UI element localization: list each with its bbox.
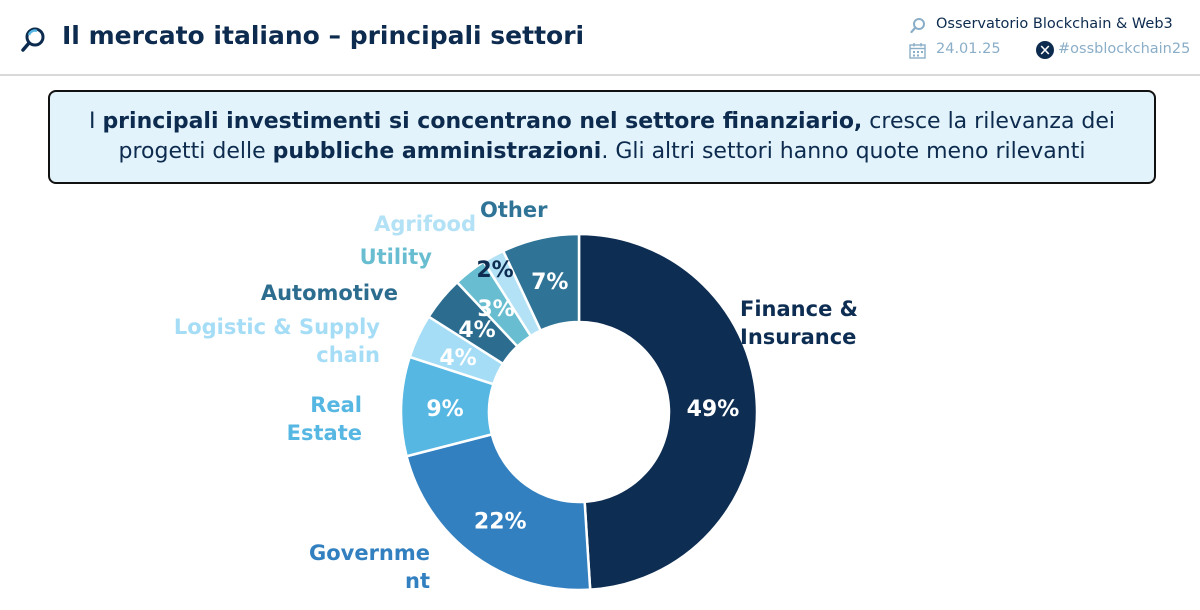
- value-label: 2%: [476, 258, 513, 283]
- category-label: Finance & Insurance: [740, 297, 858, 349]
- key-message-callout: I principali investimenti si concentrano…: [48, 90, 1156, 184]
- callout-text: . Gli altri settori hanno quote meno ril…: [601, 139, 1086, 164]
- category-label: Real Estate: [287, 393, 362, 445]
- callout-emphasis: pubbliche amministrazioni: [272, 139, 602, 164]
- value-label: 4%: [439, 346, 476, 371]
- callout-text: I: [88, 109, 103, 134]
- callout-text: cresce la rilevanza dei: [862, 109, 1116, 134]
- hashtag-link[interactable]: #ossblockchain25: [1058, 41, 1191, 57]
- value-label: 9%: [426, 397, 463, 422]
- presentation-date: 24.01.25: [936, 41, 1001, 57]
- calendar-icon: [909, 43, 926, 59]
- sector-donut-chart: 49% 22% 9% 4% 4%3% 2% 7% Finance & Insurance Gove…: [174, 198, 858, 593]
- value-label: 3%: [477, 297, 514, 322]
- organization-name: Osservatorio Blockchain & Web3: [936, 16, 1173, 32]
- category-label: Automotive: [261, 281, 398, 305]
- category-label: Other: [480, 198, 548, 222]
- value-label: 7%: [531, 270, 568, 295]
- category-label: Agrifood: [374, 212, 476, 236]
- category-label: Logistic & Supply chain: [174, 315, 380, 367]
- callout-line-1: I principali investimenti si concentrano…: [50, 107, 1154, 137]
- callout-emphasis: principali investimenti si concentrano n…: [102, 109, 863, 134]
- header-divider: [0, 74, 1200, 76]
- category-label: Utility: [360, 245, 433, 269]
- x-social-icon: [1036, 41, 1054, 59]
- value-label: 49%: [687, 397, 740, 422]
- magnifier-icon: [910, 18, 925, 33]
- donut-slice-1: [577, 232, 759, 591]
- callout-text: progetti delle: [118, 139, 273, 164]
- header: Il mercato italiano – principali settori…: [0, 0, 1200, 76]
- magnifier-logo-icon: [21, 27, 45, 52]
- category-label: Governme nt: [309, 541, 430, 593]
- donut-slice-2: [405, 432, 592, 592]
- value-label: 4%: [458, 318, 495, 343]
- donut-slice-8: [501, 232, 581, 333]
- value-label: 22%: [474, 509, 527, 534]
- callout-line-2: progetti delle pubbliche amministrazioni…: [50, 137, 1154, 167]
- page-title: Il mercato italiano – principali settori: [62, 21, 585, 50]
